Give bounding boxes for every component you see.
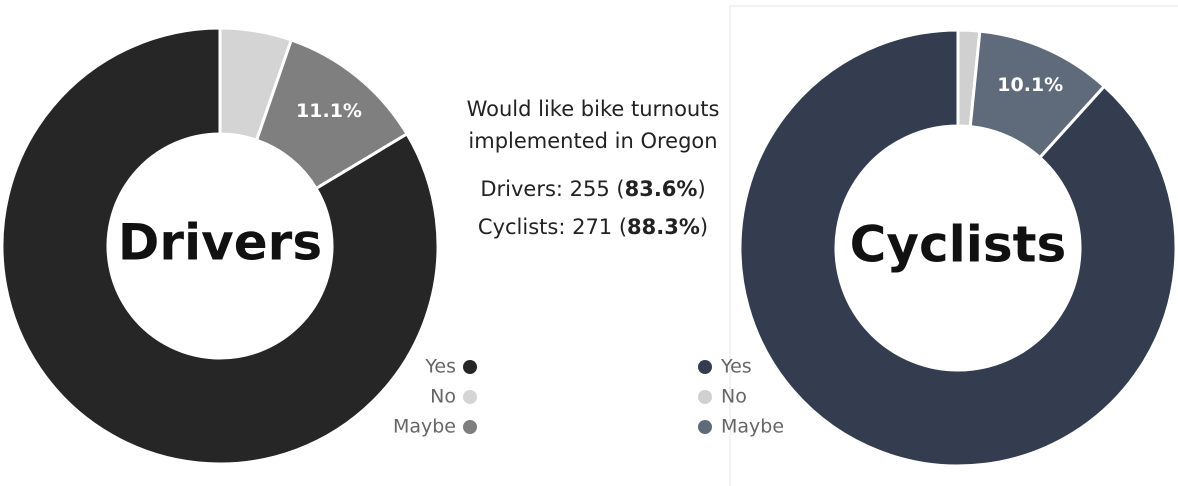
legend-label: No	[721, 386, 747, 408]
annotation-text: Drivers: 255 (	[480, 177, 624, 201]
annotation-text: Cyclists: 271 (	[478, 215, 627, 239]
donut-slice	[254, 38, 409, 191]
legend-label: Yes	[424, 356, 456, 378]
legend-swatch	[463, 420, 477, 434]
donut-slice	[738, 28, 1178, 468]
donut-slice	[0, 26, 440, 466]
center-label: Cyclists	[850, 216, 1067, 274]
annotation-bold: 88.3%	[627, 215, 700, 239]
annotation-text: )	[700, 215, 708, 239]
annotation-bold: 83.6%	[625, 177, 698, 201]
legend-label: No	[430, 386, 456, 408]
legend-label: Maybe	[721, 416, 784, 438]
annotation-text: )	[697, 177, 705, 201]
legend-label: Yes	[720, 356, 752, 378]
legend-swatch	[698, 420, 712, 434]
legend-swatch	[698, 390, 712, 404]
donut-slice	[968, 29, 1107, 160]
annotation-title: Would like bike turnouts	[467, 97, 720, 121]
annotation-line: Drivers: 255 (83.6%)	[480, 177, 705, 201]
data-label: 10.1%	[997, 74, 1063, 96]
legend-swatch	[463, 390, 477, 404]
center-label: Drivers	[118, 214, 322, 272]
legend-swatch	[463, 360, 477, 374]
data-label: 11.1%	[296, 100, 362, 122]
legend-swatch	[698, 360, 712, 374]
annotation-title: implemented in Oregon	[468, 129, 717, 153]
legend-label: Maybe	[393, 416, 456, 438]
annotation-line: Cyclists: 271 (88.3%)	[478, 215, 708, 239]
